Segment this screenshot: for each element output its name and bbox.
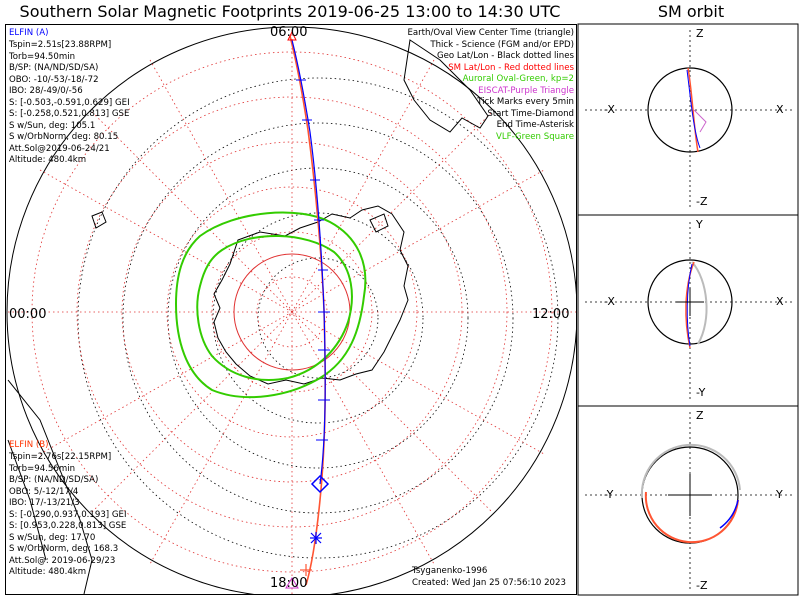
time-label-right: 12:00 — [532, 307, 570, 322]
elfin-b-line: OBO: 5/-12/17/4 — [9, 486, 79, 497]
elfin-b-title: ELFIN (B) — [9, 440, 49, 450]
legend-item: Auroral Oval-Green, kp=2 — [462, 74, 574, 84]
elfin-a-track — [291, 39, 326, 485]
geo-lat-lines — [77, 77, 559, 559]
sm-panel1-bottom: -Z — [696, 195, 708, 208]
elfin-a-line: S: [-0.258,0.521,0.813] GSE — [9, 109, 130, 119]
created-timestamp: Created: Wed Jan 25 07:56:10 2023 — [412, 578, 566, 588]
auroral-oval-inner — [196, 235, 353, 381]
sm-panel1-right: X — [776, 103, 784, 116]
sm-panel3-right: Y — [776, 488, 783, 501]
legend: Earth/Oval View Center Time (triangle) T… — [407, 28, 574, 143]
sm-panel2-right: X — [776, 295, 784, 308]
legend-item: Earth/Oval View Center Time (triangle) — [407, 28, 574, 38]
time-label-left: 00:00 — [9, 307, 47, 322]
elfin-a-line: Altitude: 480.4km — [9, 155, 87, 165]
legend-item: Geo Lat/Lon - Black dotted lines — [436, 51, 574, 61]
elfin-a-line: Torb=94.50min — [9, 51, 76, 62]
sm-orbit-title: SM orbit — [657, 2, 725, 21]
sm-panel1-top: Z — [696, 27, 704, 40]
elfin-a-line: S w/OrbNorm, deg: 80.15 — [9, 132, 119, 142]
antarctica-coastline — [213, 205, 409, 385]
elfin-a-line: IBO: 28/-49/0/-56 — [9, 86, 83, 96]
map-horizon-circle — [6, 26, 576, 594]
elfin-b-line: Altitude: 480.4km — [9, 567, 87, 577]
elfin-a-line: OBO: -10/-53/-18/-72 — [9, 74, 99, 85]
elfin-b-line: S w/OrbNorm, deg: 168.3 — [9, 544, 119, 554]
sm-orbit-panels — [577, 23, 799, 596]
time-label-bottom: 18:00 — [270, 576, 308, 591]
sm-panel3-bottom: -Z — [696, 579, 708, 592]
sm-lat-lines — [8, 30, 576, 594]
elfin-a-line: S w/Sun, deg: 105.1 — [9, 120, 96, 131]
sm-panel2-bottom: -Y — [696, 386, 706, 399]
legend-item: End Time-Asterisk — [496, 120, 574, 130]
elfin-b-line: IBO: 17/-13/21/3 — [9, 498, 80, 508]
model-credit: Tsyganenko-1996 — [412, 566, 488, 576]
elfin-a-line: B/SP: (NA/ND/SD/SA) — [9, 63, 99, 73]
elfin-b-line: Torb=94.56min — [9, 463, 76, 474]
elfin-b-info: Tspin=2.76s[22.15RPM] Torb=94.56min B/SP… — [9, 452, 127, 579]
elfin-b-line: Tspin=2.76s[22.15RPM] — [9, 452, 112, 462]
elfin-a-info: Tspin=2.51s[23.88RPM] Torb=94.50min B/SP… — [9, 40, 130, 167]
elfin-a-tick-marks — [296, 79, 330, 441]
start-time-diamond — [310, 474, 330, 494]
south-america-coastline — [403, 39, 489, 133]
elfin-b-line: B/SP: (NA/ND/SD/SA) — [9, 475, 99, 485]
sm-panel3-top: Z — [696, 409, 704, 422]
island-outline — [91, 211, 389, 233]
time-label-top: 06:00 — [270, 25, 308, 40]
end-time-asterisk — [310, 532, 322, 544]
sm-panel2-top: Y — [696, 218, 703, 231]
legend-item: VLF-Green Square — [495, 131, 574, 142]
view-center-triangle — [287, 30, 297, 41]
sm-panel1-left: -X — [604, 103, 615, 116]
elfin-a-line: Att.Sol@2019-06-24/21 — [9, 143, 110, 154]
legend-item: EISCAT-Purple Triangle — [478, 85, 574, 96]
elfin-b-line: S: [-0.290,0.937,0.193] GEI — [9, 509, 127, 520]
elfin-b-end-asterisk — [300, 564, 312, 576]
footprint-map-frame — [5, 24, 577, 595]
legend-item: Thick - Science (FGM and/or EPD) — [430, 39, 574, 50]
elfin-a-line: Tspin=2.51s[23.88RPM] — [9, 40, 112, 50]
auroral-oval-outer — [174, 211, 367, 399]
elfin-b-line: S w/Sun, deg: 17.70 — [9, 532, 96, 543]
sm-panel2-left: -X — [604, 295, 615, 308]
sm-panel3-left: -Y — [604, 488, 614, 501]
legend-item: Start Time-Diamond — [487, 108, 574, 119]
legend-item: SM Lat/Lon - Red dotted lines — [448, 62, 574, 73]
page-title: Southern Solar Magnetic Footprints 2019-… — [19, 2, 561, 21]
elfin-b-line: Att.Sol@: 2019-06-29/23 — [9, 555, 116, 566]
elfin-b-line: S: [0.953,0.228,0.813] GSE — [9, 521, 127, 531]
elfin-a-title: ELFIN (A) — [9, 28, 49, 38]
legend-item: Tick Marks every 5min — [477, 97, 574, 107]
africa-coastline — [7, 379, 93, 594]
elfin-a-line: S: [-0.503,-0.591,0.629] GEI — [9, 97, 130, 108]
eiscat-triangle — [285, 577, 299, 589]
